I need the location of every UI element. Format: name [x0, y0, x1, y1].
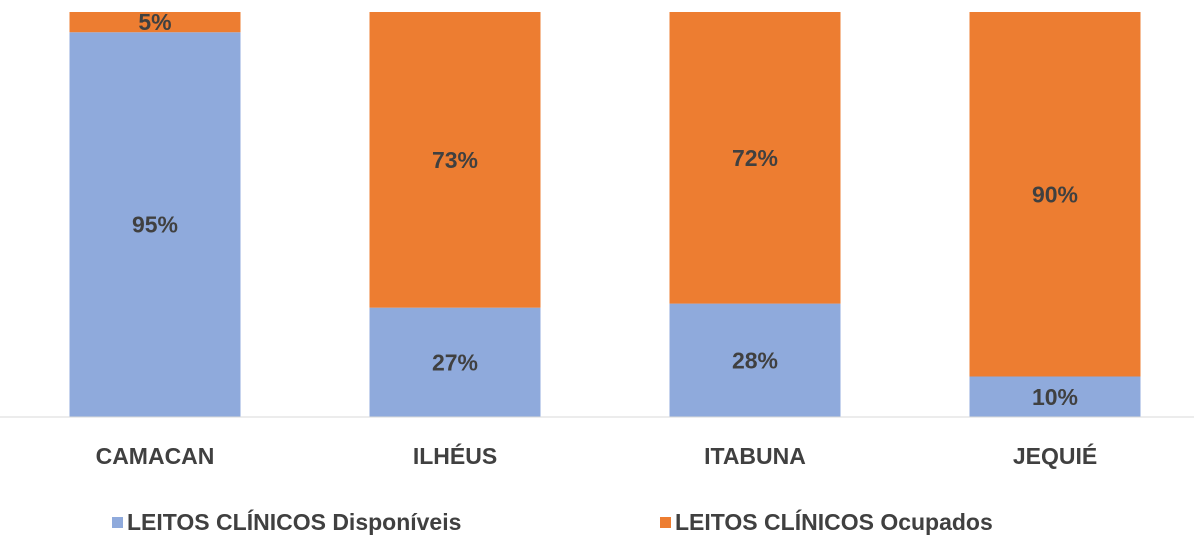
bar-segment: [969, 12, 1141, 377]
data-label: 28%: [732, 347, 778, 373]
bar-segment: [669, 12, 841, 304]
bar-segment: [669, 303, 841, 417]
data-label: 95%: [132, 212, 178, 238]
data-label: 73%: [432, 147, 478, 173]
data-label: 72%: [732, 145, 778, 171]
x-tick-label: JEQUIÉ: [1013, 442, 1097, 469]
legend-swatch: [660, 517, 671, 528]
data-label: 27%: [432, 349, 478, 375]
data-label: 90%: [1032, 181, 1078, 207]
legend-swatch: [112, 517, 123, 528]
x-tick-label: CAMACAN: [96, 443, 215, 469]
x-tick-label: ITABUNA: [704, 443, 806, 469]
data-label: 10%: [1032, 384, 1078, 410]
legend-label: LEITOS CLÍNICOS Disponíveis: [127, 508, 461, 535]
legend-label: LEITOS CLÍNICOS Ocupados: [675, 508, 993, 535]
bar-segment: [69, 32, 241, 417]
bar-segment: [969, 376, 1141, 417]
x-tick-label: ILHÉUS: [413, 442, 497, 469]
bar-segment: [369, 307, 541, 417]
bar-segment: [369, 12, 541, 308]
bar-segment: [69, 12, 241, 33]
data-label: 5%: [138, 9, 171, 35]
